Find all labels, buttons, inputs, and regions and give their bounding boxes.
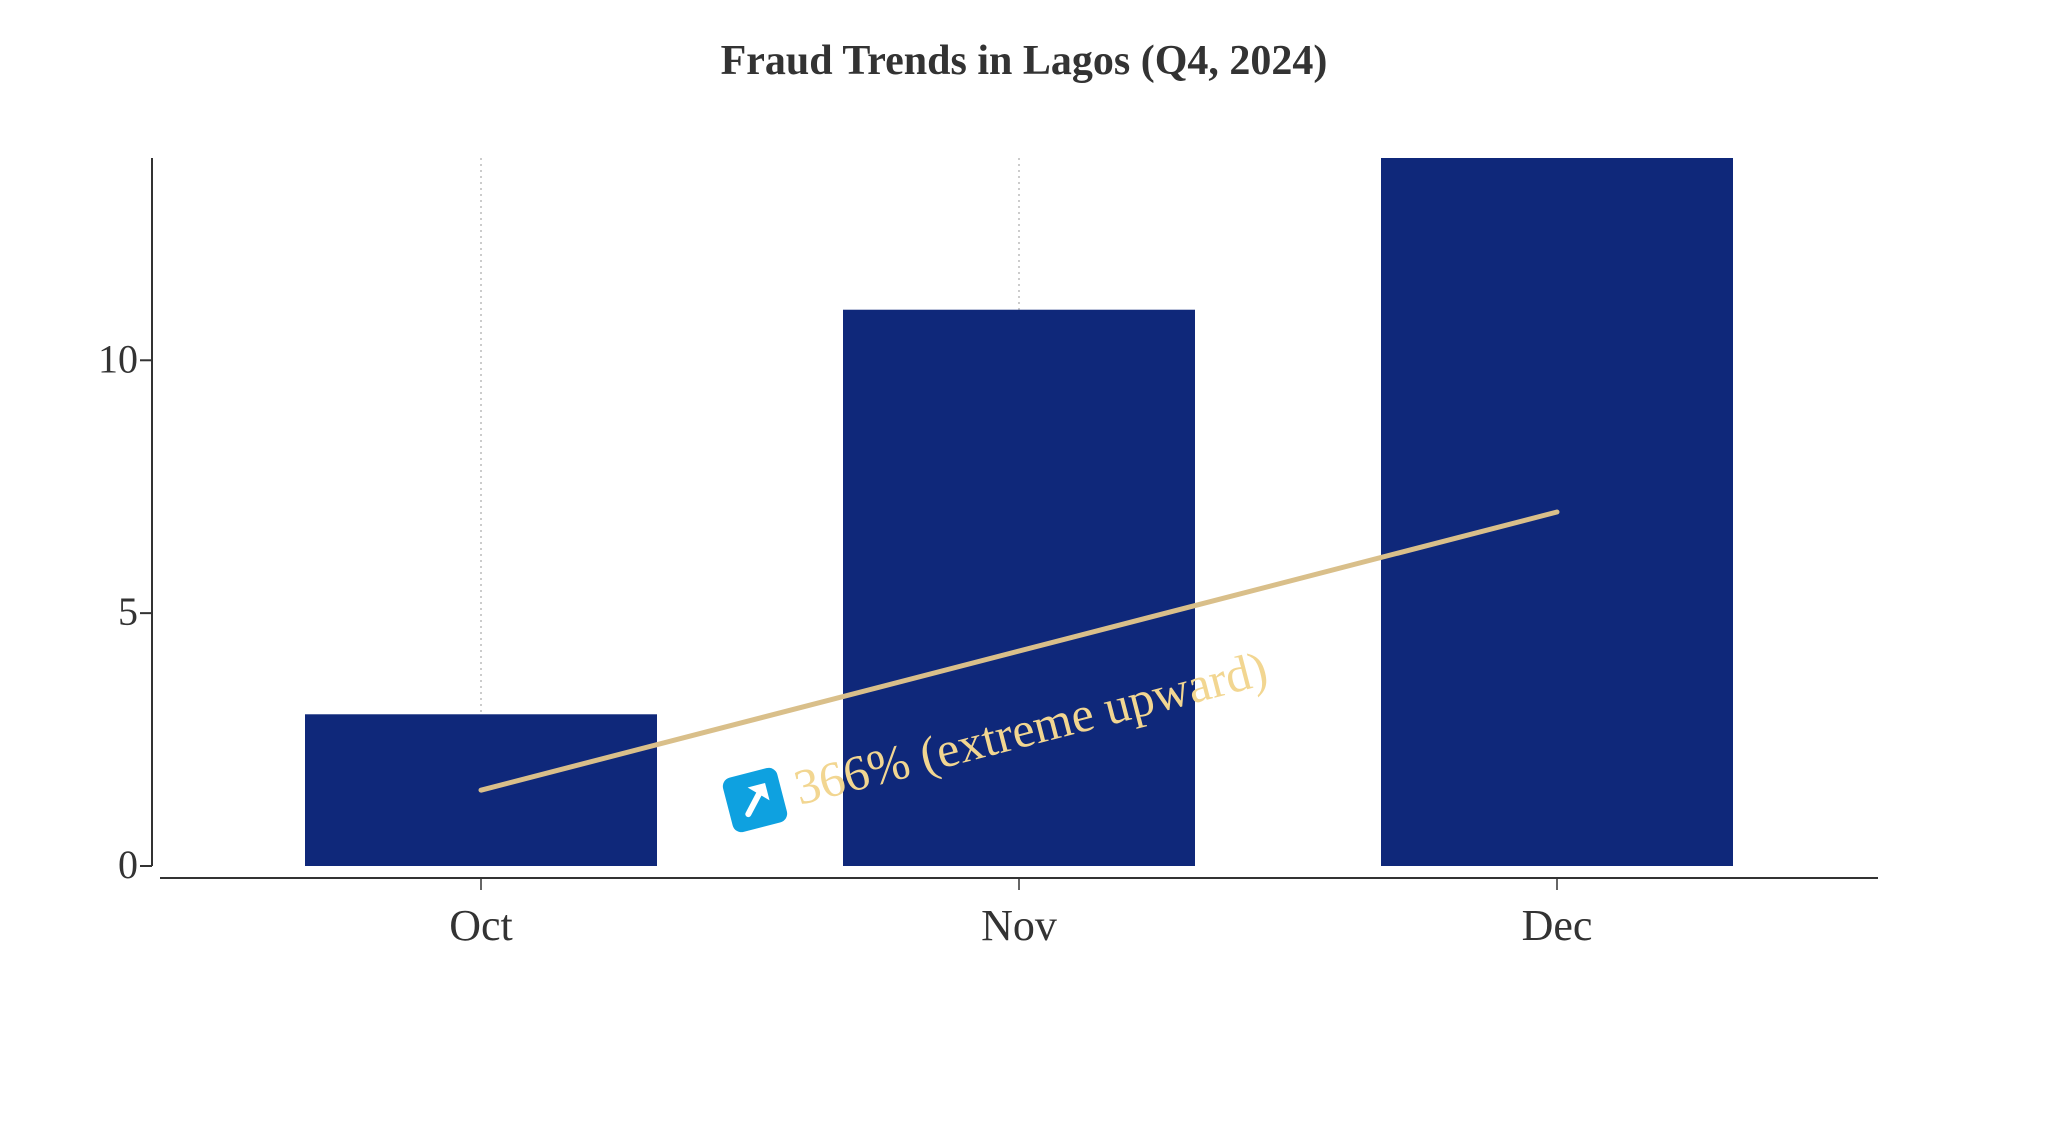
bar-nov <box>843 309 1195 866</box>
chart-title: Fraud Trends in Lagos (Q4, 2024) <box>721 38 1328 84</box>
y-tick-label-10: 10 <box>98 336 138 381</box>
y-tick-label-0: 0 <box>118 842 138 887</box>
x-tick-label-nov: Nov <box>981 901 1057 950</box>
y-tick-label-5: 5 <box>118 589 138 634</box>
trend-line-group <box>478 509 1560 793</box>
bars <box>305 158 1733 866</box>
x-tick-label-oct: Oct <box>449 901 513 950</box>
axes: 0 5 10 Oct Nov Dec <box>98 158 1878 950</box>
arrow-up-right-icon <box>722 767 788 833</box>
x-tick-label-dec: Dec <box>1522 901 1593 950</box>
trend-line <box>478 509 1560 793</box>
